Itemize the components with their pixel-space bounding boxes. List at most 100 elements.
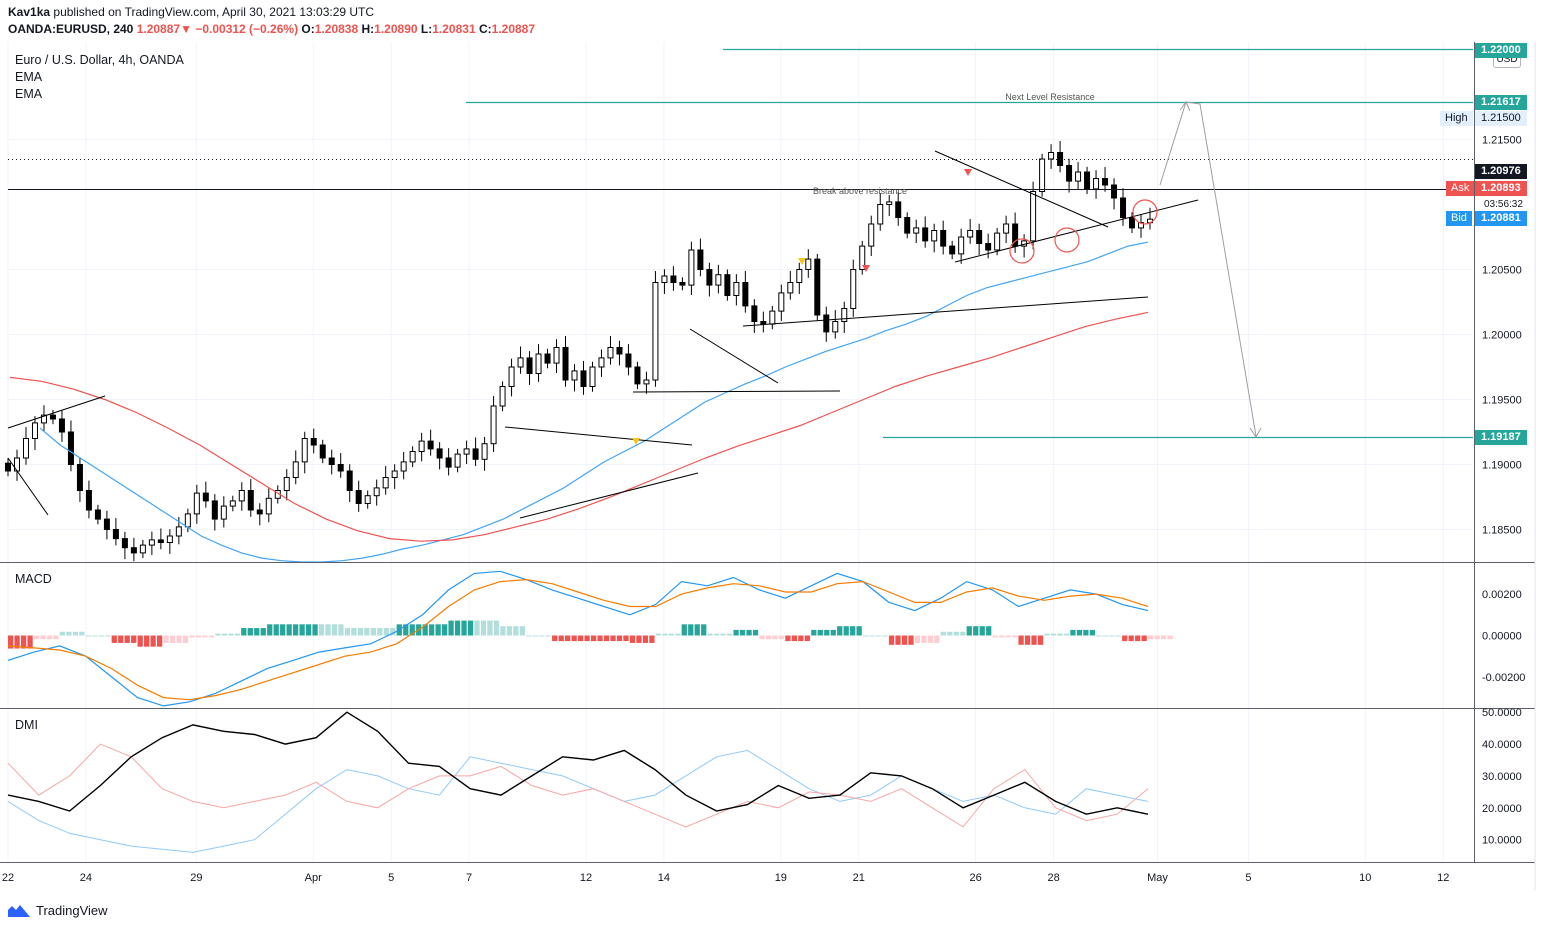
- time-tick-label: 14: [658, 872, 670, 884]
- symbol-name[interactable]: OANDA:EURUSD, 240: [8, 22, 134, 36]
- dmi-pane: [7, 711, 1149, 853]
- candle-down: [436, 448, 443, 459]
- macd-hist-bar: [487, 620, 493, 636]
- candle-down: [814, 258, 821, 316]
- candle-up: [301, 438, 308, 463]
- candle-down: [472, 448, 479, 460]
- macd-hist-bar: [1128, 635, 1134, 642]
- candle: [157, 528, 164, 550]
- candle: [994, 227, 1001, 256]
- candle-up: [1138, 222, 1145, 229]
- candle-down: [247, 490, 254, 511]
- macd-hist-bar: [27, 635, 33, 649]
- candle: [436, 442, 443, 470]
- macd-hist-bar: [156, 635, 163, 647]
- macd-hist-bar: [927, 635, 934, 643]
- candle: [958, 228, 965, 264]
- candle: [202, 481, 209, 508]
- candle-up: [454, 453, 461, 468]
- legend-ema-1[interactable]: EMA: [15, 70, 43, 84]
- legend-ema-2[interactable]: EMA: [15, 87, 43, 101]
- ask-label: Ask: [1446, 181, 1475, 196]
- candle-up: [1039, 158, 1046, 192]
- macd-hist-bar: [675, 633, 681, 636]
- candle: [472, 437, 479, 467]
- candle-down: [328, 457, 335, 465]
- candle: [688, 241, 695, 295]
- macd-hist-bar: [863, 635, 869, 637]
- macd-hist-bar: [726, 633, 733, 636]
- candle-up: [769, 310, 776, 325]
- macd-hist-bar: [837, 626, 843, 636]
- next-level-annotation: Next Level Resistance: [1005, 92, 1095, 102]
- dmi-tick-label: 50.0000: [1482, 707, 1522, 719]
- candle: [1021, 234, 1028, 258]
- brand[interactable]: TradingView: [8, 903, 108, 918]
- candle-down: [67, 431, 74, 465]
- macd-hist-bar: [461, 620, 467, 636]
- macd-hist-bar: [72, 631, 79, 636]
- candle: [40, 405, 47, 432]
- macd-hist-bar: [318, 624, 325, 636]
- time-tick-label: 26: [970, 872, 982, 884]
- legend-title[interactable]: Euro / U.S. Dollar, 4h, OANDA: [15, 53, 184, 67]
- axes: 1.21500 1.20500 1.20000 1.19500 1.19000 1.185…: [0, 42, 1536, 890]
- candle-down: [121, 538, 128, 549]
- macd-hist-bar: [480, 620, 487, 636]
- ohlc-c-label: C:: [478, 22, 492, 36]
- macd-hist-bar: [312, 624, 318, 636]
- candle: [796, 262, 803, 294]
- macd-hist-bar: [584, 635, 590, 642]
- candle-down: [616, 347, 623, 355]
- macd-hist-bar: [474, 620, 480, 636]
- macd-hist-bar: [856, 626, 862, 636]
- time-tick-label: 12: [1437, 872, 1449, 884]
- dmi-label[interactable]: DMI: [15, 718, 38, 732]
- macd-hist-bar: [966, 626, 972, 636]
- macd-hist-bar: [688, 624, 694, 636]
- macd-hist-bar: [545, 635, 551, 637]
- macd-hist-bar: [765, 635, 772, 640]
- chart-legend: Euro / U.S. Dollar, 4h, OANDA EMA EMA: [15, 52, 184, 103]
- tradingview-logo-icon: [8, 904, 30, 917]
- candle: [319, 439, 326, 464]
- macd-hist-bar: [137, 635, 143, 647]
- macd-hist-bar: [195, 635, 202, 638]
- macd-hist-bar: [642, 635, 649, 643]
- grid-lines: [7, 42, 1473, 862]
- candle: [148, 531, 155, 555]
- macd-hist-bar: [1063, 633, 1070, 636]
- candle: [913, 219, 920, 243]
- macd-hist-bar: [947, 631, 953, 636]
- macd-hist-bar: [979, 626, 985, 636]
- macd-label[interactable]: MACD: [15, 572, 52, 586]
- macd-hist-bar: [746, 629, 752, 636]
- macd-hist-bar: [934, 635, 940, 643]
- candle: [364, 490, 371, 509]
- candle-up: [1003, 223, 1010, 234]
- candle: [382, 466, 389, 495]
- projection-path: [1159, 101, 1257, 437]
- candle-down: [751, 305, 758, 322]
- macd-hist-bar: [565, 635, 571, 642]
- candle: [670, 266, 677, 291]
- price-tick-label: 1.21500: [1482, 135, 1522, 147]
- candle: [643, 371, 650, 394]
- candle-up: [373, 487, 380, 497]
- header-bar: Kav1ka published on TradingView.com, Apr…: [0, 0, 1545, 40]
- macd-hist-bar: [960, 631, 966, 636]
- candle-up: [175, 526, 182, 537]
- macd-hist-bar: [526, 635, 532, 637]
- candle-up: [184, 513, 191, 528]
- macd-hist-bar: [590, 635, 597, 642]
- macd-hist-bar: [118, 635, 124, 643]
- candle: [1039, 153, 1046, 197]
- highlight-circle: [1132, 199, 1158, 225]
- candle-down: [697, 249, 704, 270]
- candle: [301, 431, 308, 474]
- candle-down: [355, 490, 362, 504]
- candle-up: [931, 230, 938, 242]
- time-tick-label: 21: [853, 872, 865, 884]
- author-name[interactable]: Kav1ka: [8, 5, 51, 19]
